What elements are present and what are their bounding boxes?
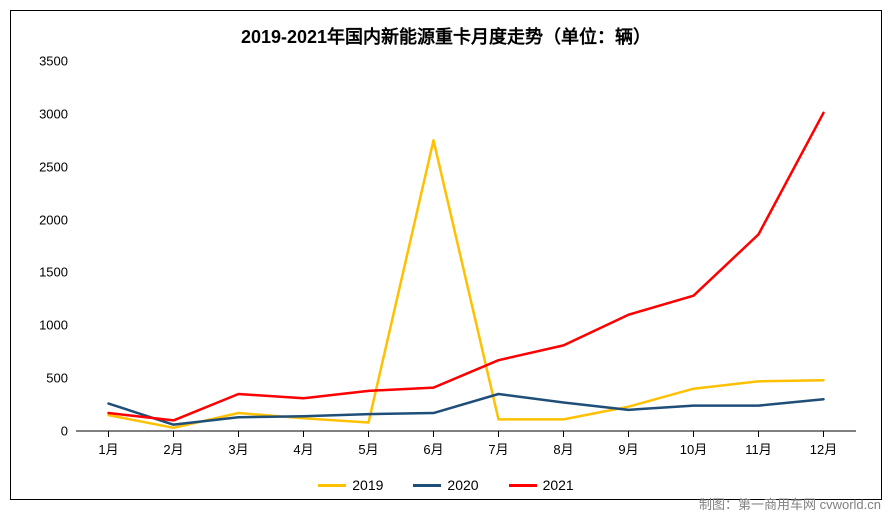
plot-area: 05001000150020002500300035001月2月3月4月5月6月…	[76, 61, 856, 431]
y-tick-label: 500	[46, 371, 68, 386]
legend-label: 2020	[447, 477, 478, 493]
series-line-2020	[109, 394, 824, 425]
y-tick-label: 1000	[39, 318, 68, 333]
y-tick-label: 3500	[39, 54, 68, 69]
plot-svg	[76, 61, 856, 431]
legend-item-2021: 2021	[509, 477, 574, 493]
series-line-2019	[109, 140, 824, 428]
x-tick-label: 12月	[810, 439, 837, 458]
x-tick-label: 11月	[745, 439, 772, 458]
chart-container: 2019-2021年国内新能源重卡月度走势（单位：辆） 050010001500…	[10, 10, 882, 500]
x-tick-label: 3月	[228, 439, 248, 458]
legend-swatch	[413, 484, 441, 487]
legend-item-2020: 2020	[413, 477, 478, 493]
x-tick-label: 7月	[488, 439, 508, 458]
x-tick-label: 6月	[423, 439, 443, 458]
x-tick-label: 1月	[98, 439, 118, 458]
attribution-text: 制图：第一商用车网 cvworld.cn	[699, 494, 881, 513]
x-tick-label: 8月	[553, 439, 573, 458]
legend-swatch	[318, 484, 346, 487]
y-tick-label: 0	[61, 424, 68, 439]
x-tick-label: 4月	[293, 439, 313, 458]
y-tick-label: 2000	[39, 212, 68, 227]
y-tick-label: 1500	[39, 265, 68, 280]
legend-label: 2019	[352, 477, 383, 493]
x-tick-label: 5月	[358, 439, 378, 458]
x-tick-label: 2月	[163, 439, 183, 458]
legend: 2019 2020 2021	[11, 477, 881, 493]
legend-label: 2021	[543, 477, 574, 493]
series-line-2021	[109, 113, 824, 421]
y-tick-label: 3000	[39, 106, 68, 121]
legend-swatch	[509, 484, 537, 487]
x-tick-label: 9月	[618, 439, 638, 458]
y-tick-label: 2500	[39, 159, 68, 174]
legend-item-2019: 2019	[318, 477, 383, 493]
x-tick-label: 10月	[680, 439, 707, 458]
chart-title: 2019-2021年国内新能源重卡月度走势（单位：辆）	[11, 23, 881, 49]
